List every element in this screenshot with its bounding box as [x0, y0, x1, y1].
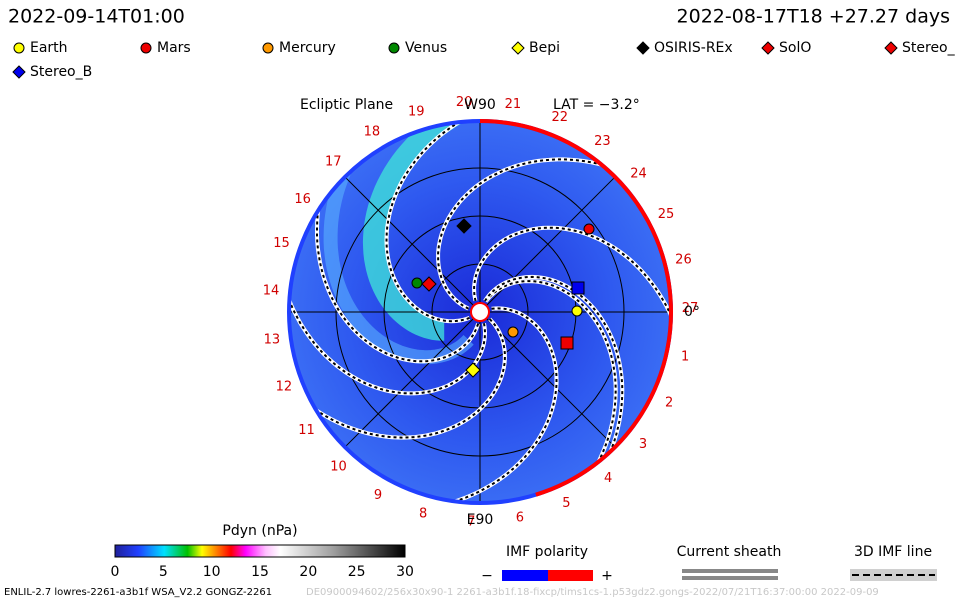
right-label: 0° [684, 304, 700, 320]
spacecraft [583, 223, 595, 235]
imf-minus: − [481, 568, 493, 584]
field-line [316, 121, 480, 363]
colorbar-tick: 5 [159, 564, 168, 580]
legend-marker [388, 42, 400, 54]
colorbar-tick: 10 [203, 564, 221, 580]
colorbar-tick: 0 [111, 564, 120, 580]
legend-label: Stereo_ [902, 40, 956, 56]
legend-marker [511, 41, 525, 55]
footer-right: DE0900094602/256x30x90-1 2261-a3b1f.18-f… [306, 587, 879, 598]
carrington-label: 21 [505, 97, 522, 112]
carrington-label: 11 [298, 423, 315, 438]
carrington-label: 4 [604, 471, 612, 486]
spacecraft [456, 218, 472, 234]
legend-marker [262, 42, 274, 54]
carrington-label: 1 [681, 350, 689, 365]
imf-plus: + [601, 568, 613, 584]
legend-marker [636, 41, 650, 55]
imf-title: IMF polarity [506, 544, 588, 560]
carrington-label: 13 [264, 332, 281, 347]
carrington-label: 14 [263, 284, 280, 299]
carrington-label: 27 [682, 301, 699, 316]
field-line [385, 121, 632, 323]
spacecraft [411, 277, 423, 289]
carrington-label: 2 [665, 396, 673, 411]
time: 2022-09-14T01:00 [8, 6, 185, 28]
legend-label: SolO [779, 40, 811, 56]
line3d-title: 3D IMF line [854, 544, 932, 560]
latitude: LAT = −3.2° [553, 97, 640, 113]
top-label: W90 [464, 97, 496, 113]
carrington-label: 26 [675, 252, 692, 267]
field-line [483, 275, 624, 503]
legend-marker [13, 42, 25, 54]
carrington-label: 24 [630, 167, 647, 182]
legend-label: Mars [157, 40, 191, 56]
carrington-label: 16 [294, 192, 311, 207]
carrington-label: 15 [273, 236, 290, 251]
carrington-label: 9 [374, 488, 382, 503]
density-band [362, 121, 629, 341]
colorbar-tick: 15 [251, 564, 269, 580]
legend-label: Venus [405, 40, 447, 56]
imf-negative [502, 570, 548, 581]
carrington-label: 23 [594, 134, 611, 149]
carrington-label: 6 [516, 511, 524, 526]
grid-spoke [344, 176, 481, 313]
reference: 2022-08-17T18 +27.27 days [677, 6, 950, 28]
legend-marker [12, 65, 26, 79]
spacecraft [571, 281, 585, 295]
carrington-label: 10 [330, 460, 347, 475]
carrington-label: 5 [562, 496, 570, 511]
carrington-label: 8 [419, 507, 427, 522]
spacecraft [421, 276, 437, 292]
carrington-label: 18 [364, 124, 381, 139]
carrington-label: 7 [467, 514, 475, 529]
field-line [289, 261, 506, 439]
line3d-box [850, 569, 937, 581]
colorbar-title: Pdyn (nPa) [222, 523, 297, 539]
sheath-title: Current sheath [677, 544, 782, 560]
field-line [462, 280, 617, 503]
carrington-label: 22 [552, 110, 569, 125]
disk-edge-positive [479, 119, 673, 497]
field-line [289, 307, 558, 503]
legend-label: Bepi [529, 40, 560, 56]
legend-marker [761, 41, 775, 55]
colorbar-tick: 30 [396, 564, 414, 580]
legend-label: Mercury [279, 40, 336, 56]
carrington-label: 25 [658, 207, 675, 222]
spacecraft [571, 305, 583, 317]
plot-title: Ecliptic Plane [300, 97, 393, 113]
grid-spoke [344, 311, 481, 448]
colorbar-tick: 25 [348, 564, 366, 580]
carrington-label: 19 [408, 104, 425, 119]
carrington-label: 12 [276, 380, 293, 395]
sun [470, 302, 490, 322]
field-line [473, 226, 671, 490]
legend-label: Earth [30, 40, 68, 56]
spacecraft [465, 362, 481, 378]
imf-positive [548, 570, 593, 581]
legend-label: OSIRIS-REx [654, 40, 733, 56]
spacecraft [507, 326, 519, 338]
carrington-label: 17 [325, 154, 342, 169]
carrington-label: 3 [639, 437, 647, 452]
footer-left: ENLIL-2.7 lowres-2261-a3b1f WSA_V2.2 GON… [4, 587, 272, 598]
legend-label: Stereo_B [30, 64, 92, 80]
spacecraft [560, 336, 574, 350]
field-line [437, 158, 671, 310]
colorbar [114, 544, 406, 558]
bottom-label: E90 [467, 512, 494, 528]
legend-marker [884, 41, 898, 55]
legend-marker [140, 42, 152, 54]
carrington-label: 20 [456, 95, 473, 110]
colorbar-tick: 20 [299, 564, 317, 580]
